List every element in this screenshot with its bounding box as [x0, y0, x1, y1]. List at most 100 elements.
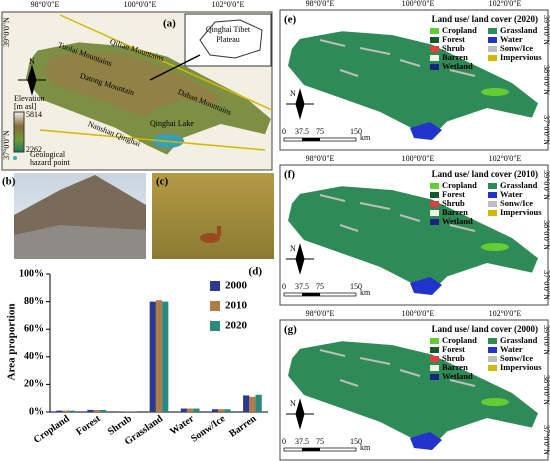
photo-c: [152, 173, 274, 259]
hazard-label: hazard point: [30, 158, 71, 167]
scale-bar-fill: [302, 138, 320, 141]
fault: [59, 14, 273, 111]
bar: [224, 409, 231, 412]
scale-label: 75: [316, 127, 324, 136]
legend-swatch: [488, 365, 497, 371]
legend-swatch: [488, 46, 497, 52]
lat-tick: 37°0'0"N: [542, 115, 550, 145]
bar: [180, 408, 188, 412]
lulc-map: 98°0'0"E 100°0'0"E 102°0'0"E 39°0'0"N 38°0'0…: [279, 309, 550, 461]
y-tick-label: 0%: [29, 406, 44, 417]
water-body: [410, 277, 442, 295]
map-title: Land use/ land cover (2010): [432, 169, 538, 179]
panel-c: (c): [152, 173, 274, 259]
north-arrow: [286, 88, 314, 120]
bar: [218, 409, 225, 412]
legend-swatch: [210, 301, 220, 311]
lon-tick: 102°0'0"E: [489, 0, 522, 8]
bar: [99, 409, 107, 412]
cropland-patch: [481, 243, 509, 251]
panel-d: (d) Area proportion 0%20%40%60%80%100%Cr…: [0, 262, 275, 461]
hazard-symbol: [13, 156, 17, 160]
lon-tick: 98°0'0"E: [306, 154, 335, 163]
legend-label: Wetland: [442, 61, 473, 71]
scale-label: 75: [316, 282, 324, 291]
lon-tick: 100°0'0"E: [402, 0, 435, 8]
snow-streak: [359, 47, 391, 55]
panel-b: (b): [2, 173, 146, 259]
y-tick-label: 20%: [24, 379, 44, 390]
snow-streak: [359, 202, 391, 210]
lat-tick: 37°0'0"N: [542, 425, 550, 455]
legend-label: Grassland: [500, 335, 538, 345]
plateau-outline: [199, 19, 263, 59]
bar: [243, 395, 250, 412]
north-label: N: [290, 89, 296, 98]
fault: [39, 129, 266, 151]
bar: [193, 408, 200, 412]
map-title: Land use/ land cover (2000): [432, 324, 538, 334]
elev-max: 5814: [26, 110, 42, 119]
bar: [162, 301, 169, 412]
scale-label: 150: [350, 282, 362, 291]
snow-streak: [399, 214, 421, 222]
legend-title: Elevation: [14, 94, 45, 103]
legend-label: Shrub: [442, 43, 465, 53]
panel-label: (f): [284, 169, 295, 181]
lon-tick: 102°0'0"E: [489, 309, 522, 318]
bar: [62, 410, 69, 412]
inset-label: Qinghai Tibet: [206, 25, 251, 34]
panel-label: (a): [163, 18, 176, 30]
legend-swatch: [430, 347, 439, 353]
legend-label: Cropland: [442, 25, 477, 35]
cropland-patch: [481, 88, 509, 96]
legend-label: Sonw/Ice: [500, 198, 533, 208]
bar: [93, 409, 100, 412]
legend-label: Shrub: [442, 353, 465, 363]
deer: [200, 233, 220, 243]
snow-streak: [339, 379, 359, 387]
lat-tick: 37°0'0"N: [2, 130, 11, 160]
scale-label: 0: [282, 437, 286, 446]
lat-tick: 39°0'0"N: [542, 325, 550, 355]
lon-tick: 98°0'0"E: [306, 0, 335, 8]
bar: [155, 300, 163, 412]
bar: [249, 396, 256, 412]
legend-swatch: [430, 37, 439, 43]
legend-label: 2000: [225, 280, 248, 292]
legend-swatch: [488, 55, 497, 61]
bar: [211, 409, 219, 412]
legend-swatch: [210, 281, 220, 291]
y-tick-label: 40%: [24, 351, 44, 362]
legend-label: Water: [500, 189, 523, 199]
y-tick-label: 80%: [24, 296, 44, 307]
lon-tick: 98°0'0"E: [306, 309, 335, 318]
water-body: [410, 122, 442, 140]
legend-label: Impervious: [500, 207, 542, 217]
north-label: N: [29, 57, 35, 66]
scale-unit: km: [360, 443, 371, 452]
rocks: [14, 225, 146, 259]
panel-label: (c): [156, 176, 169, 188]
legend-swatch: [430, 64, 439, 70]
legend-label: Forest: [442, 34, 465, 44]
snow-streak: [319, 349, 346, 357]
bar: [68, 410, 75, 412]
bar: [255, 394, 262, 412]
legend-swatch: [430, 219, 439, 225]
scale-label: 37.5: [295, 282, 309, 291]
legend-swatch: [430, 55, 439, 61]
scale-label: 150: [350, 437, 362, 446]
snow-streak: [449, 69, 476, 77]
legend-swatch: [430, 210, 439, 216]
legend-swatch: [430, 374, 439, 380]
legend-label: Cropland: [442, 335, 477, 345]
legend-swatch: [488, 37, 497, 43]
cropland-patch: [481, 398, 509, 406]
scale-unit: km: [360, 288, 371, 297]
lat-tick: 38°0'0"N: [542, 65, 550, 95]
lon-tick: 100°0'0"E: [402, 154, 435, 163]
snow-streak: [319, 39, 346, 47]
